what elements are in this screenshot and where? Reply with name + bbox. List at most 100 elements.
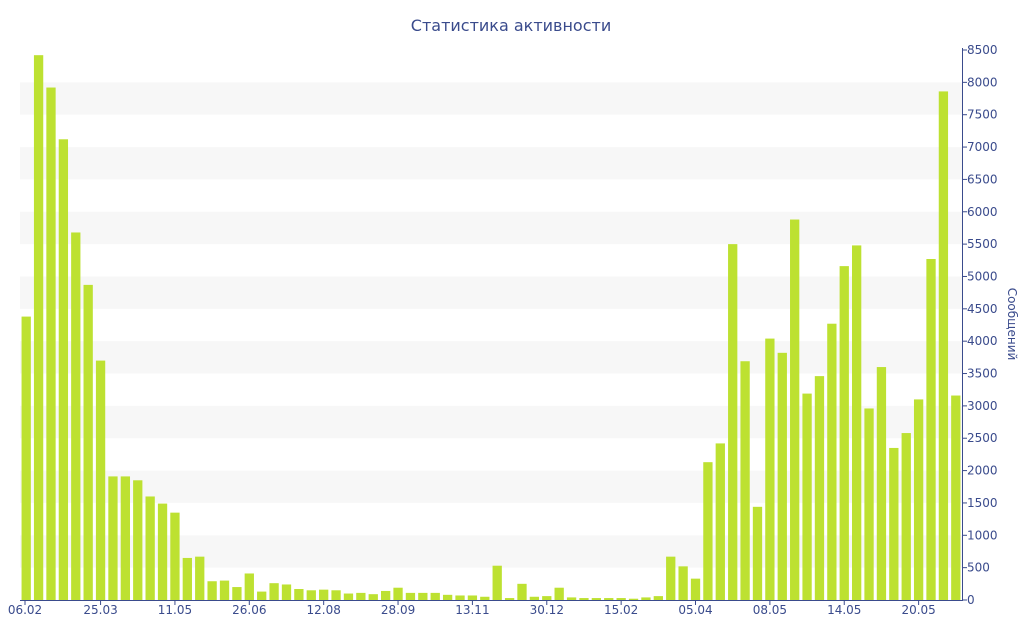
bar	[133, 480, 143, 600]
y-tick-label: 500	[967, 561, 990, 575]
bar	[666, 556, 676, 600]
y-axis-label: Сообщений	[1005, 288, 1019, 361]
bar	[913, 399, 924, 600]
bar	[827, 323, 837, 600]
bar	[480, 596, 490, 600]
bar	[405, 592, 416, 600]
y-tick-label: 0	[967, 593, 975, 607]
grid-band	[20, 211, 962, 245]
bar	[207, 581, 217, 600]
bar	[504, 598, 515, 600]
bar	[108, 476, 118, 600]
bar	[83, 284, 93, 600]
bar	[492, 565, 502, 600]
x-tick-label: 05.04	[678, 603, 712, 617]
bar	[195, 556, 205, 600]
bar	[343, 593, 354, 600]
bar	[951, 395, 961, 600]
bar	[517, 583, 527, 600]
bar	[690, 578, 701, 600]
bar	[876, 367, 887, 600]
y-tick-label: 7000	[967, 140, 998, 154]
bar	[839, 266, 849, 600]
bar	[120, 476, 131, 600]
bar	[244, 573, 254, 600]
bar	[71, 232, 81, 600]
x-tick-label: 08.05	[753, 603, 787, 617]
bar	[542, 596, 552, 600]
x-tick-label: 12.08	[306, 603, 340, 617]
bar	[938, 91, 949, 600]
x-tick-label: 13.11	[455, 603, 489, 617]
bar	[368, 594, 378, 600]
bar	[170, 512, 180, 600]
x-tick-label: 30.12	[530, 603, 564, 617]
bar	[33, 55, 44, 601]
bar	[58, 139, 69, 601]
bar	[430, 592, 440, 600]
y-tick-label: 5000	[967, 269, 998, 283]
bar	[579, 598, 589, 600]
x-tick-label: 11.05	[158, 603, 192, 617]
y-tick-label: 3000	[967, 399, 998, 413]
bar	[926, 259, 936, 600]
bar	[566, 597, 577, 600]
y-tick-label: 6500	[967, 172, 998, 186]
bar	[604, 598, 614, 600]
bar	[467, 595, 478, 600]
x-tick-label: 25.03	[83, 603, 117, 617]
bar	[740, 361, 750, 600]
y-tick-label: 4500	[967, 302, 998, 316]
bar	[232, 587, 242, 600]
x-tick-label: 14.05	[827, 603, 861, 617]
bar	[418, 592, 428, 600]
bar	[319, 589, 329, 600]
y-tick-label: 8000	[967, 75, 998, 89]
bar	[442, 594, 453, 600]
y-tick-label: 4000	[967, 334, 998, 348]
y-tick-label: 8500	[967, 43, 998, 57]
bar	[852, 245, 862, 600]
bar	[269, 583, 279, 600]
bar	[641, 597, 651, 600]
bar	[554, 587, 564, 600]
bar	[46, 87, 56, 600]
bar	[591, 598, 602, 600]
x-tick-label: 06.02	[8, 603, 42, 617]
y-tick-label: 2000	[967, 464, 998, 478]
bar	[728, 244, 738, 600]
bar	[814, 376, 825, 600]
grid-band	[20, 147, 962, 180]
y-tick-label: 1000	[967, 528, 998, 542]
bar	[331, 590, 341, 600]
grid-band	[20, 341, 962, 374]
bar	[95, 360, 106, 600]
bar	[356, 592, 366, 600]
bar	[678, 566, 688, 600]
bar	[157, 503, 168, 600]
bar	[790, 219, 800, 600]
bar	[864, 408, 874, 600]
bar	[901, 433, 911, 600]
bar	[294, 589, 304, 600]
x-ticks-group: 06.02 25.03 11.05 26.06 12.08 28.09 13.11 30.12…	[8, 600, 936, 617]
y-tick-label: 6000	[967, 205, 998, 219]
bar	[653, 596, 663, 600]
bar	[281, 584, 292, 600]
y-ticks-group: 0 500 1000 1500 2000 2500 3000 3500 4000 4500 5000…	[962, 43, 998, 607]
y-tick-label: 5500	[967, 237, 998, 251]
bar	[529, 596, 540, 600]
bar	[393, 587, 403, 600]
bar	[765, 338, 775, 600]
x-tick-label: 15.02	[604, 603, 638, 617]
bar	[455, 595, 465, 600]
chart-title: Статистика активности	[411, 16, 611, 35]
y-tick-label: 1500	[967, 496, 998, 510]
bar	[703, 462, 713, 600]
bar	[21, 316, 31, 600]
y-tick-label: 2500	[967, 431, 998, 445]
bar	[306, 590, 316, 600]
bar	[616, 598, 626, 600]
y-tick-label: 3500	[967, 367, 998, 381]
